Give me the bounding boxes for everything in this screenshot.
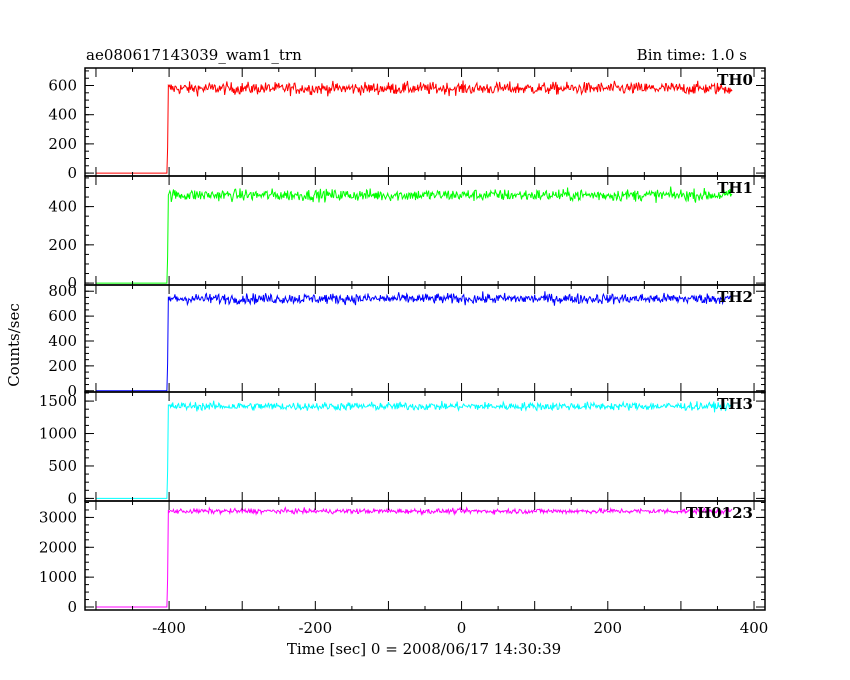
y-tick-label: 500: [48, 457, 77, 475]
x-tick-label: 0: [457, 619, 467, 637]
y-tick-label: 1000: [39, 425, 77, 443]
y-tick-label: 1000: [39, 568, 77, 586]
y-tick-label: 400: [48, 332, 77, 350]
y-tick-label: 200: [48, 236, 77, 254]
y-tick-label: 1500: [39, 392, 77, 410]
series-line-th1: [95, 186, 733, 284]
y-tick-label: 200: [48, 135, 77, 153]
y-tick-label: 0: [67, 598, 77, 616]
series-line-th0: [95, 80, 733, 174]
x-tick-label: 200: [593, 619, 622, 637]
x-tick-label: -200: [298, 619, 332, 637]
panel-label-th2: TH2: [717, 288, 753, 306]
series-line-th0123: [95, 506, 733, 608]
x-axis-label: Time [sec] 0 = 2008/06/17 14:30:39: [287, 640, 561, 658]
panel-frame-th0123: [84, 500, 766, 611]
y-tick-label: 0: [67, 382, 77, 400]
y-tick-label: 800: [48, 282, 77, 300]
chart-title: ae080617143039_wam1_trn: [86, 46, 302, 64]
y-axis-label: Counts/sec: [5, 303, 23, 387]
panels-group: 0 200 400 600 TH0 0 200 400 TH1 0 200 400 600 800 TH2 0…: [39, 67, 769, 637]
y-tick-label: 600: [48, 307, 77, 325]
y-tick-label: 200: [48, 357, 77, 375]
y-tick-label: 400: [48, 106, 77, 124]
y-tick-label: 600: [48, 77, 77, 95]
x-tick-label: -400: [152, 619, 186, 637]
y-tick-label: 400: [48, 198, 77, 216]
series-line-th3: [95, 400, 733, 499]
series-line-th2: [95, 291, 733, 392]
y-tick-label: 0: [67, 489, 77, 507]
y-tick-label: 2000: [39, 538, 77, 556]
panel-label-th0123: TH0123: [686, 504, 753, 522]
panel-label-th3: TH3: [717, 395, 753, 413]
panel-label-th1: TH1: [717, 179, 753, 197]
x-tick-label: 400: [740, 619, 769, 637]
bin-time-label: Bin time: 1.0 s: [637, 46, 747, 64]
y-tick-label: 3000: [39, 508, 77, 526]
y-tick-label: 0: [67, 274, 77, 292]
panel-frame-th0: [84, 67, 766, 177]
y-tick-label: 0: [67, 164, 77, 182]
panel-label-th0: TH0: [717, 71, 753, 89]
